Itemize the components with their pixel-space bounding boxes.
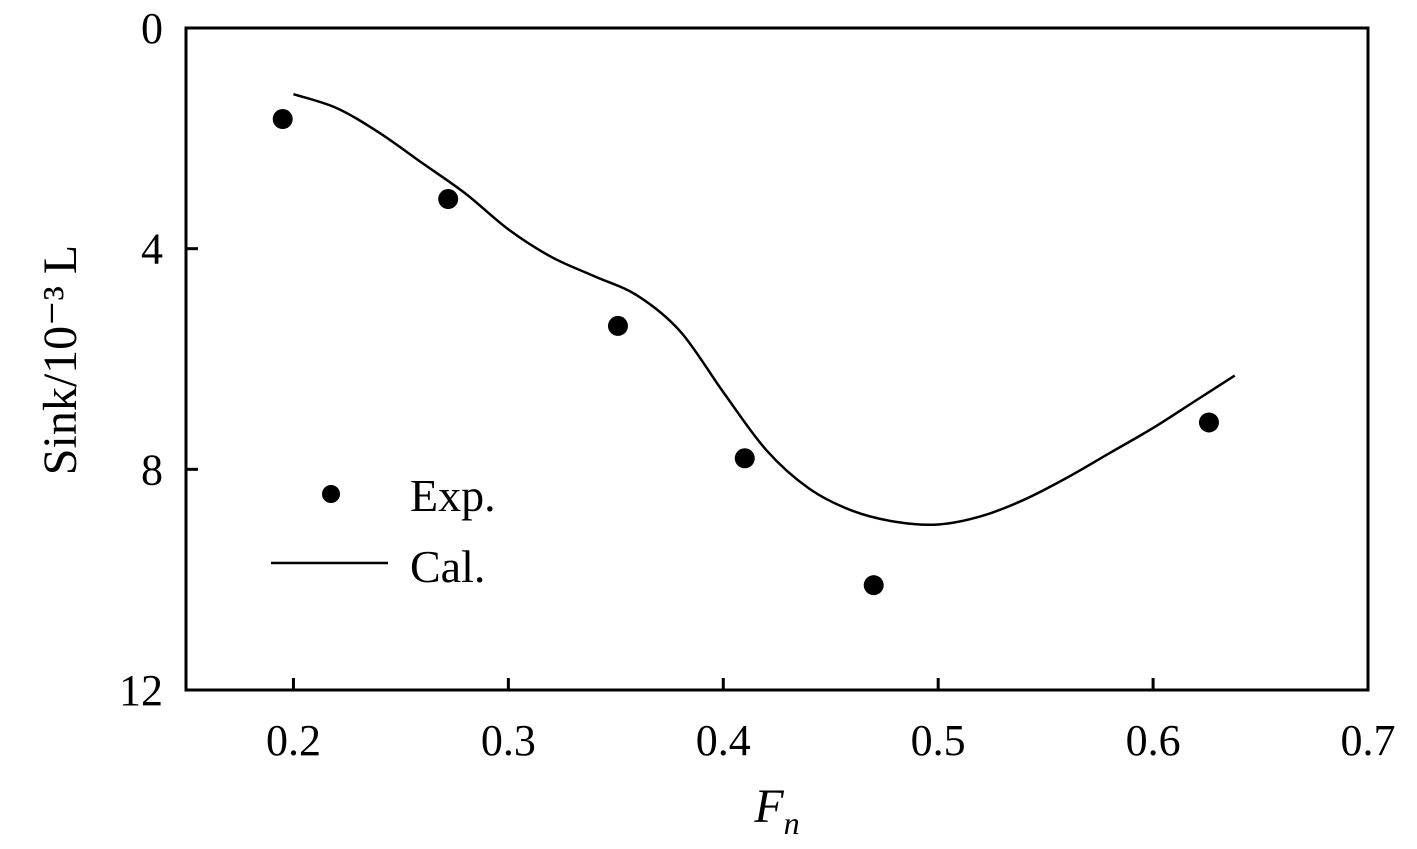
x-tick-label: 0.5 (911, 716, 966, 765)
x-tick-label: 0.7 (1341, 716, 1396, 765)
y-tick-label: 4 (141, 225, 163, 274)
x-tick-label: 0.4 (696, 716, 751, 765)
series-exp-points (272, 109, 1219, 596)
legend-exp-label: Exp. (410, 470, 496, 521)
legend-cal-label: Cal. (410, 541, 485, 592)
x-tick-label: 0.3 (481, 716, 536, 765)
legend-exp-marker (322, 485, 340, 503)
exp-data-point (863, 575, 884, 596)
plot-frame (184, 26, 1370, 692)
exp-data-point (734, 448, 755, 469)
x-axis-ticks: 0.2 0.3 0.4 0.5 0.6 0.7 (266, 678, 1396, 765)
y-tick-label: 12 (119, 666, 163, 715)
series-cal-line (293, 93, 1236, 527)
x-axis-title: Fn (753, 780, 799, 841)
exp-data-point (1198, 412, 1219, 433)
exp-data-point (438, 189, 459, 210)
exp-data-point (607, 315, 628, 336)
y-tick-label: 8 (141, 445, 163, 494)
y-axis-ticks: 0 4 8 12 (119, 4, 198, 715)
y-tick-label: 0 (141, 4, 163, 53)
legend: Exp. Cal. (271, 470, 496, 592)
x-tick-label: 0.6 (1126, 716, 1181, 765)
y-axis-title: Sink/10⁻³ L (34, 245, 87, 475)
exp-data-point (272, 109, 293, 130)
x-tick-label: 0.2 (266, 716, 321, 765)
